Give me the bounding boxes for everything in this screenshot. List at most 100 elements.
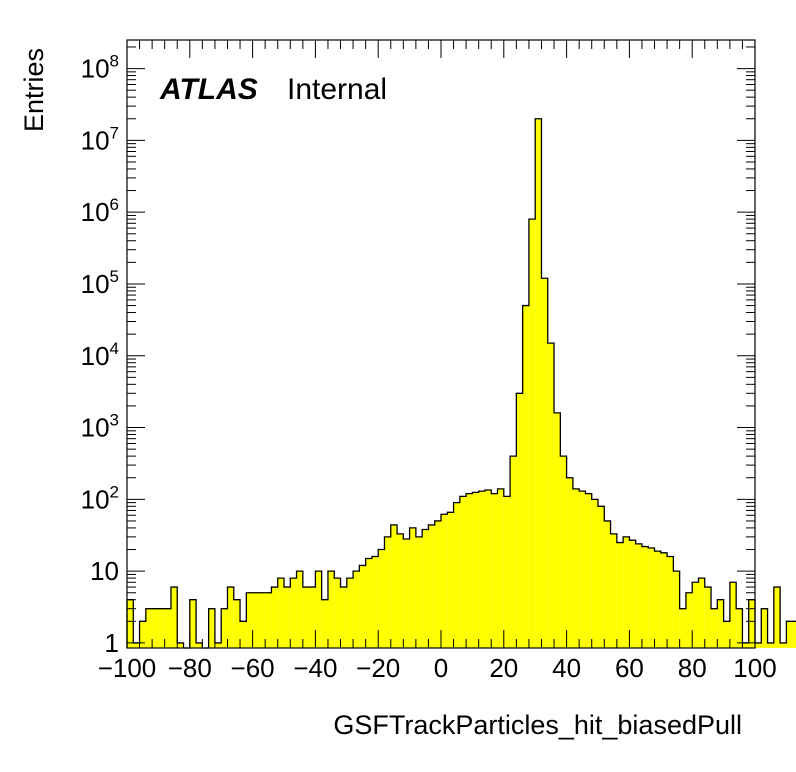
histogram-bar xyxy=(422,529,429,648)
histogram-bar xyxy=(227,587,234,648)
histogram-bar xyxy=(246,592,253,648)
histogram-bar xyxy=(189,599,197,648)
histogram-bar xyxy=(152,608,159,648)
y-axis-title: Entries xyxy=(19,48,49,132)
histogram-bar xyxy=(459,496,467,648)
histogram-bar xyxy=(371,556,379,648)
y-tick-label: 108 xyxy=(81,52,119,84)
histogram-bar xyxy=(359,565,366,648)
histogram-bar xyxy=(252,592,259,648)
histogram-bar xyxy=(623,536,630,648)
histogram-bar xyxy=(378,549,385,648)
histogram-bar xyxy=(447,512,454,648)
x-tick-label: −100 xyxy=(98,653,157,683)
histogram-bar xyxy=(434,520,441,648)
histogram-bar xyxy=(353,571,360,648)
histogram-bar xyxy=(196,642,203,648)
histogram-bar xyxy=(572,488,580,648)
histogram-bar xyxy=(679,608,686,648)
histogram-bar xyxy=(723,621,730,648)
histogram-bar xyxy=(648,548,655,648)
histogram-bar xyxy=(585,493,592,648)
histogram-bar xyxy=(265,592,272,648)
histogram-bar xyxy=(384,536,391,648)
histogram-bar xyxy=(484,489,492,648)
histogram-bar xyxy=(616,542,624,648)
histogram-bar xyxy=(667,556,674,648)
histogram-bar xyxy=(685,592,693,648)
histogram-bar xyxy=(158,608,165,648)
histogram-bar xyxy=(736,608,743,648)
histogram-bar xyxy=(748,599,755,648)
histogram-bar xyxy=(673,571,680,648)
y-tick-label: 10 xyxy=(90,556,119,586)
histogram-bar xyxy=(271,587,278,648)
histogram-bar xyxy=(221,608,228,648)
histogram-bar xyxy=(547,343,555,648)
histogram-bar xyxy=(660,552,668,648)
histogram-bar xyxy=(604,520,611,648)
x-tick-label: 60 xyxy=(615,653,644,683)
histogram-bar xyxy=(365,558,372,648)
histogram-bar xyxy=(309,587,316,648)
histogram-bar xyxy=(717,599,724,648)
histogram-outline xyxy=(126,118,796,649)
y-tick-label: 107 xyxy=(81,123,119,155)
y-tick-label: 1 xyxy=(105,628,119,658)
histogram-bar xyxy=(786,621,793,648)
histogram-bar xyxy=(780,642,787,648)
histogram-bar xyxy=(610,533,617,648)
histogram-bar xyxy=(340,587,347,648)
x-tick-label: −20 xyxy=(356,653,400,683)
histogram-bar xyxy=(654,551,661,648)
histogram-bar xyxy=(441,514,448,648)
histogram-bar xyxy=(315,571,322,648)
histogram-bar xyxy=(233,599,241,648)
histogram-bar xyxy=(164,608,171,648)
histogram-bar xyxy=(510,456,517,648)
histogram-bar xyxy=(290,578,297,648)
atlas-label: ATLAS xyxy=(159,73,258,106)
histogram-bar xyxy=(535,118,542,648)
histogram-bar xyxy=(528,219,536,648)
histogram-bars xyxy=(126,118,796,649)
y-tick-labels: 1 10 102 103 104 105 106 107 108 xyxy=(81,52,119,658)
histogram-bar xyxy=(767,642,774,648)
histogram-bar xyxy=(302,587,310,648)
histogram-bar xyxy=(478,491,485,648)
x-tick-labels: −100 −80 −60 −40 −20 0 20 40 60 80 100 xyxy=(98,653,777,683)
x-tick-label: −40 xyxy=(293,653,337,683)
y-tick-label: 102 xyxy=(81,482,119,514)
histogram-bar xyxy=(390,524,398,648)
histogram-bar xyxy=(704,587,712,648)
histogram-bar xyxy=(641,546,649,648)
histogram-bar xyxy=(541,278,548,648)
histogram-bar xyxy=(761,608,768,648)
histogram-bar xyxy=(566,477,573,648)
histogram-bar xyxy=(133,642,140,648)
histogram-bar xyxy=(729,582,737,648)
histogram-bar xyxy=(327,571,335,648)
x-tick-label: 100 xyxy=(733,653,776,683)
histogram-bar xyxy=(214,642,222,648)
histogram-bar xyxy=(334,578,341,648)
y-tick-label: 106 xyxy=(81,195,119,227)
histogram-bar xyxy=(711,608,718,648)
histogram-bar xyxy=(635,543,642,648)
histogram-bar xyxy=(139,621,146,648)
x-tick-label: −60 xyxy=(231,653,275,683)
histogram-bar xyxy=(554,412,561,648)
histogram-bar xyxy=(145,608,153,648)
plot-frame xyxy=(126,39,756,649)
histogram-bar xyxy=(466,493,473,648)
histogram-bar xyxy=(792,621,796,648)
x-tick-label: 0 xyxy=(434,653,448,683)
x-tick-label: 40 xyxy=(552,653,581,683)
histogram-bar xyxy=(773,587,781,648)
x-tick-label: 20 xyxy=(489,653,518,683)
x-tick-label: −80 xyxy=(168,653,212,683)
histogram-bar xyxy=(516,393,523,648)
histogram-bar xyxy=(415,536,423,648)
y-tick-label: 105 xyxy=(81,267,119,299)
histogram-bar xyxy=(560,456,567,648)
